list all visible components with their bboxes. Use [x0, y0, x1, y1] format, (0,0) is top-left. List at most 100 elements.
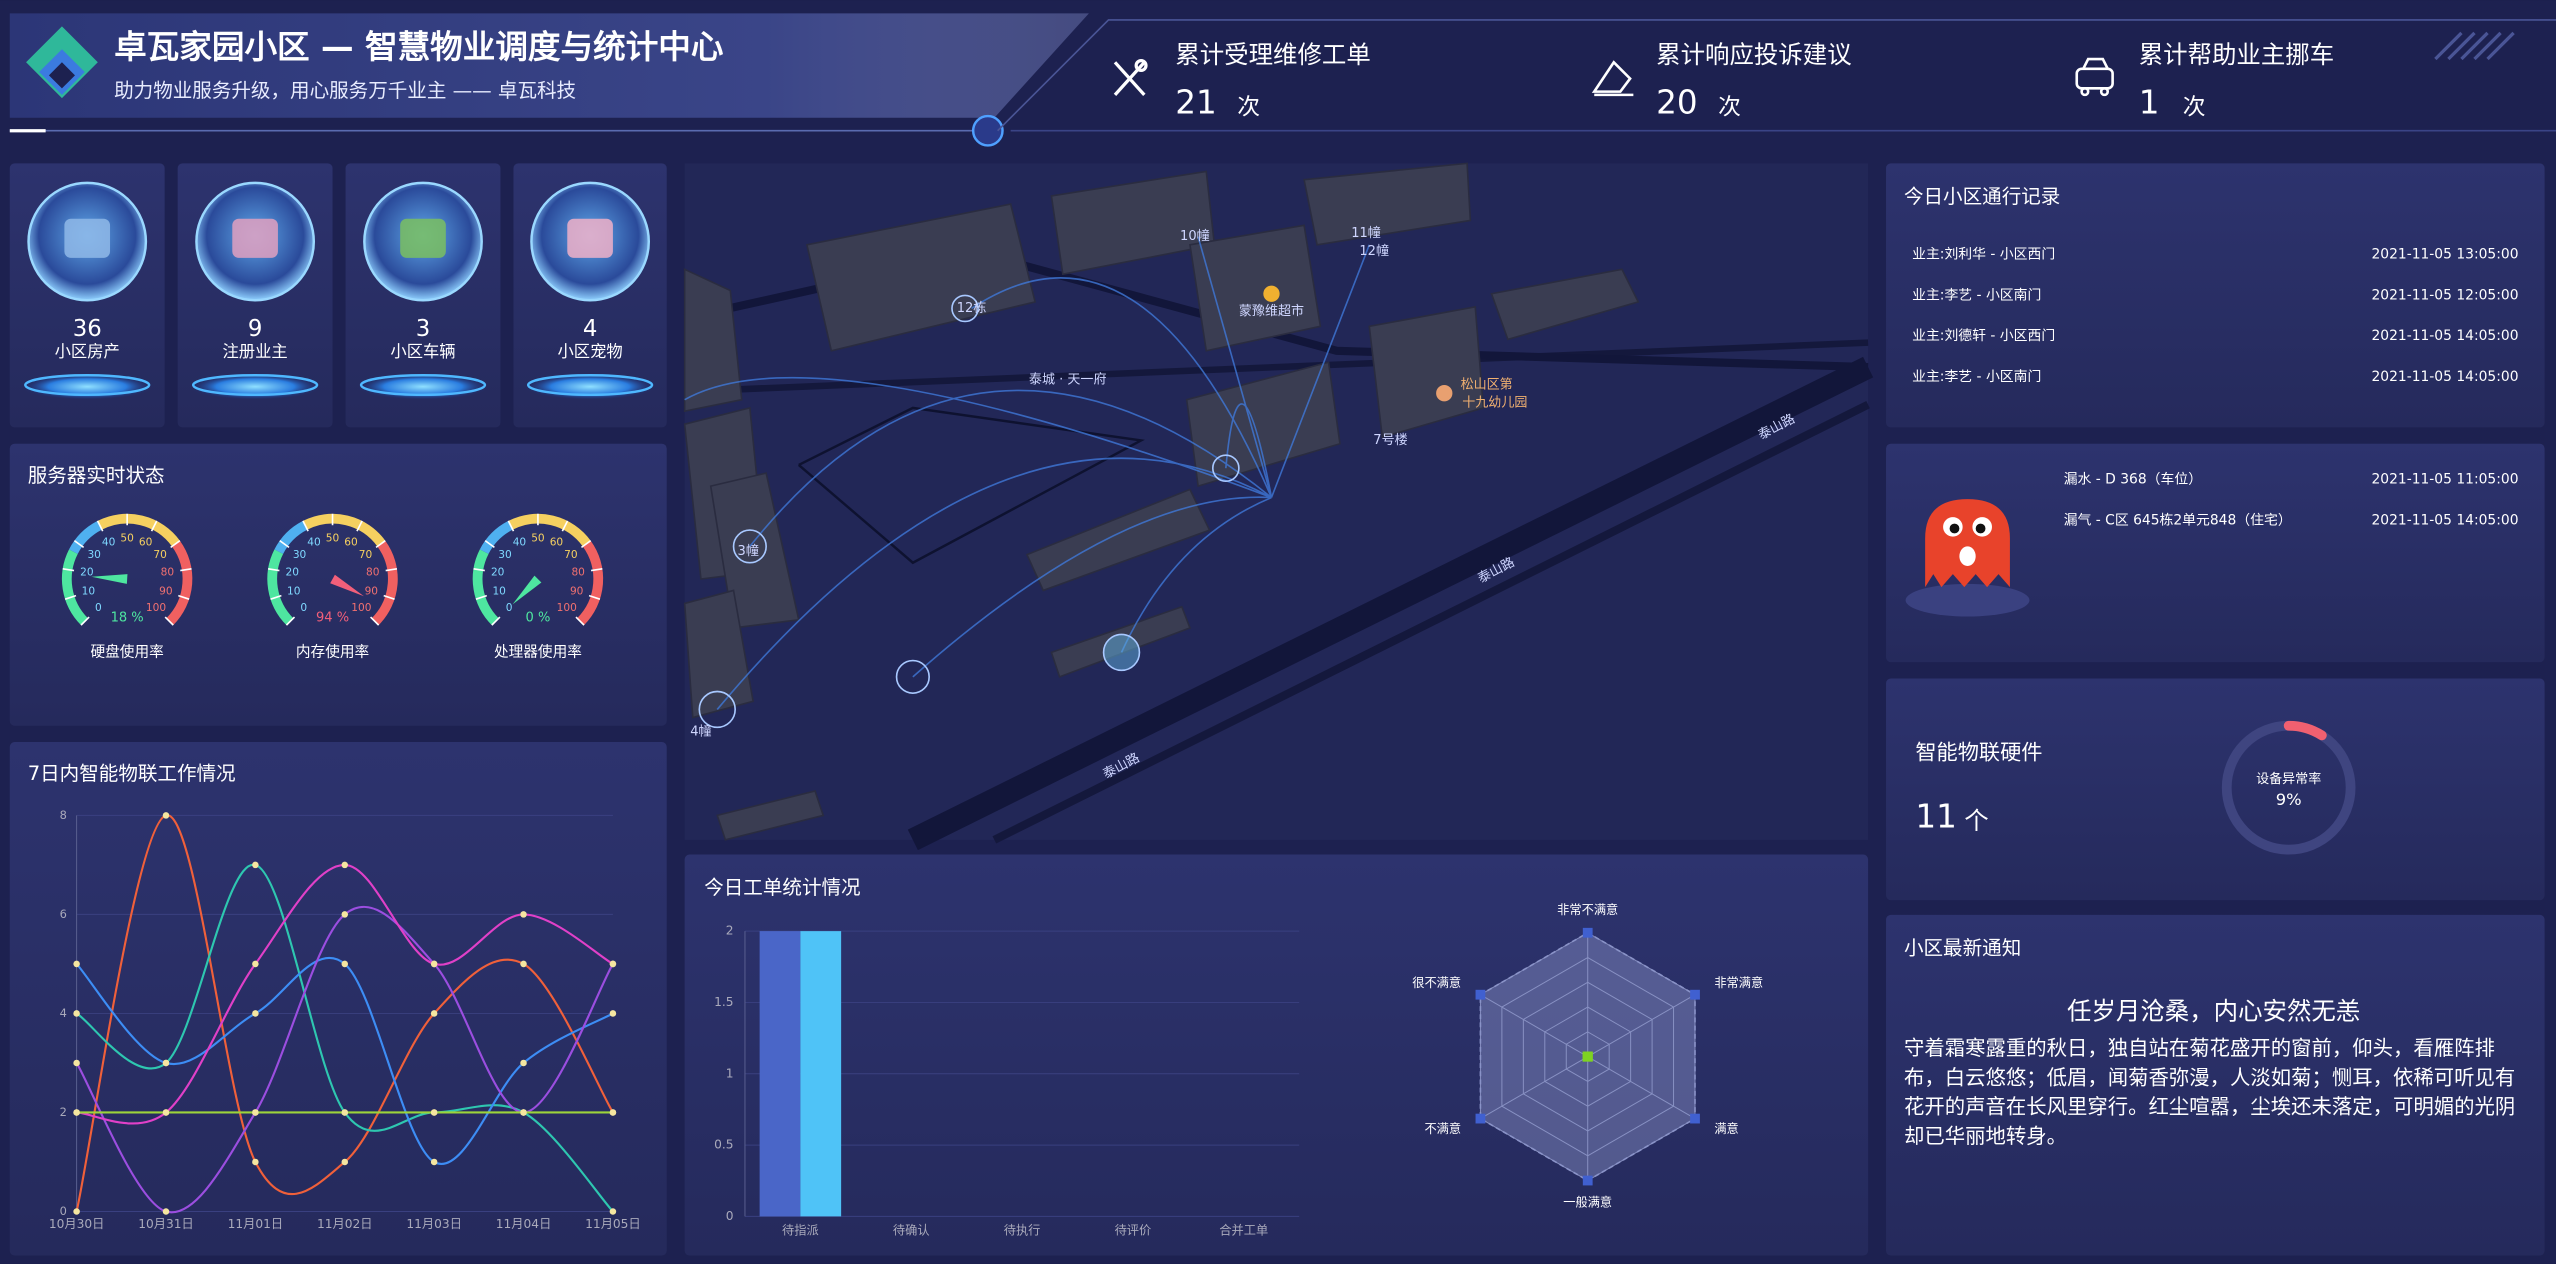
record-time: 2021-11-05 14:05:00	[2371, 369, 2518, 385]
y-tick-label: 2	[726, 924, 734, 938]
gauge-tick-label: 60	[344, 537, 358, 549]
gauge-tick	[575, 616, 585, 626]
point	[162, 1208, 170, 1215]
header-title: 卓瓦家园小区 — 智慧物业调度与统计中心	[114, 28, 724, 66]
gauge-tick	[285, 616, 296, 626]
point	[73, 1109, 80, 1116]
point	[252, 1109, 259, 1116]
point	[73, 1208, 80, 1215]
gauge-tick-label: 80	[571, 567, 585, 579]
radar-axis	[1587, 994, 1696, 1058]
gauge-tick-label: 10	[82, 586, 96, 598]
x-tick-label: 待评价	[1115, 1224, 1152, 1238]
radar-point	[1475, 989, 1486, 1000]
gauge-tick	[80, 616, 90, 626]
gauge-tick-label: 90	[365, 586, 379, 598]
gauge-tick	[64, 594, 77, 600]
gauge-tick-label: 90	[159, 586, 173, 598]
record-time: 2021-11-05 14:05:00	[2371, 328, 2518, 344]
alert-text: 漏气 - C区 645栋2单元848（住宅）	[2064, 511, 2292, 528]
count-label: 注册业主	[223, 342, 288, 361]
gauge-tick-label: 40	[307, 537, 321, 549]
gauge-tick-label: 60	[139, 537, 153, 549]
x-tick-label: 10月30日	[49, 1217, 105, 1231]
x-tick-label: 11月01日	[228, 1217, 284, 1231]
stat-value: 20	[1656, 84, 1697, 122]
gauge-tick-label: 20	[286, 567, 300, 579]
gauge-tick	[302, 520, 309, 532]
gauge-tick-label: 10	[492, 586, 506, 598]
point	[430, 1010, 438, 1017]
point	[73, 1059, 80, 1067]
gauge-tick	[96, 520, 104, 532]
panel-title: 今日工单统计情况	[704, 876, 860, 899]
header-dot	[971, 114, 1004, 147]
point	[520, 1059, 527, 1067]
gauge-tick-label: 0	[506, 602, 513, 614]
gauge-tick	[62, 568, 75, 572]
count-ring	[359, 374, 487, 397]
point	[252, 861, 259, 869]
alert-time: 2021-11-05 14:05:00	[2371, 512, 2518, 528]
point	[520, 960, 527, 968]
point	[341, 911, 349, 918]
notice-box: 守着霜寒露重的秋日，独自站在菊花盛开的窗前，仰头，看雁阵排布，白云悠悠；低眉，闻…	[1903, 1035, 2516, 1148]
point	[520, 1109, 527, 1116]
gauge-title: 内存使用率	[296, 643, 369, 660]
gauge-tick	[356, 520, 363, 532]
point	[341, 861, 349, 869]
stat-label: 累计受理维修工单	[1175, 40, 1371, 69]
icon-repair	[1113, 59, 1148, 96]
panel	[1886, 443, 2545, 663]
count-value: 4	[583, 316, 598, 342]
gauge-tick	[473, 568, 485, 572]
gauge-tick	[150, 520, 158, 532]
stat-label: 累计帮助业主挪车	[2139, 40, 2335, 69]
gauge-tick	[268, 568, 280, 572]
panel-title: 服务器实时状态	[28, 464, 165, 487]
gauge-tick-label: 20	[80, 567, 94, 579]
gauge-tick	[385, 568, 398, 572]
header-subtitle: 助力物业服务升级，用心服务万千业主 —— 卓瓦科技	[114, 79, 576, 102]
alert-text: 漏水 - D 368（车位）	[2064, 471, 2202, 488]
y-tick-label: 6	[60, 907, 67, 921]
gauge-tick	[507, 520, 515, 532]
record-time: 2021-11-05 12:05:00	[2371, 287, 2518, 303]
gauge-band	[577, 540, 604, 626]
donut-title: 设备异常率	[2256, 771, 2321, 787]
radar-point	[1690, 1113, 1700, 1124]
count-icon-art	[400, 218, 446, 258]
point	[73, 1010, 80, 1017]
gauge-tick-label: 100	[146, 602, 166, 614]
point	[252, 960, 259, 968]
radar-axis	[1480, 994, 1588, 1058]
gauge-value: 0 %	[526, 611, 551, 626]
panel	[1886, 914, 2545, 1256]
count-icon-art	[232, 218, 278, 258]
y-tick-label: 4	[60, 1006, 67, 1020]
gauge-tick	[270, 594, 282, 600]
gauge-tick	[475, 594, 488, 600]
gauge-band	[274, 520, 308, 555]
gauge-tick-label: 50	[326, 532, 340, 544]
y-tick-label: 2	[60, 1105, 67, 1119]
y-tick-label: 1	[726, 1066, 734, 1080]
notice-heading: 任岁月沧桑，内心安然无恙	[2067, 997, 2360, 1026]
gauge-tick-label: 80	[366, 567, 380, 579]
gauge-tick-label: 70	[153, 549, 167, 561]
gauge-title: 硬盘使用率	[90, 642, 163, 660]
donut-value: 9%	[2276, 790, 2302, 809]
gauge-tick-label: 70	[359, 549, 373, 561]
gauge-needle	[330, 574, 364, 597]
gauge-band	[479, 520, 513, 555]
record-text: 业主:刘德轩 - 小区西门	[1912, 328, 2055, 344]
panel-title: 智能物联硬件	[1915, 739, 2042, 764]
icon-car	[2075, 57, 2114, 97]
point	[520, 911, 527, 918]
notice-body: 守着霜寒露重的秋日，独自站在菊花盛开的窗前，仰头，看雁阵排布，白云悠悠；低眉，闻…	[1903, 1035, 2516, 1148]
gauge-tick	[561, 520, 569, 532]
panel	[684, 854, 1869, 1256]
map-label: 松山区第	[1461, 378, 1513, 393]
gauge-tick	[279, 540, 290, 549]
stat-value: 1	[2139, 84, 2160, 122]
